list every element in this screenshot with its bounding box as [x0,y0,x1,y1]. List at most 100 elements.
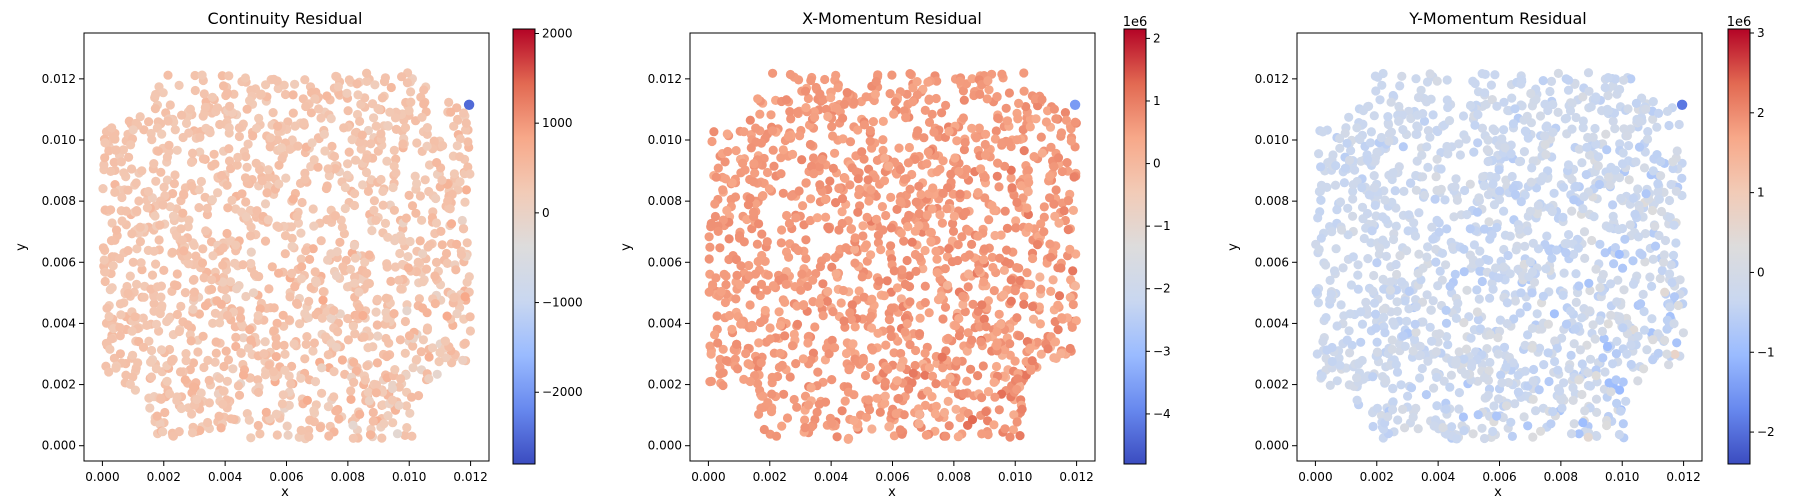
scatter-point [218,277,228,287]
scatter-point [372,294,383,304]
scatter-point [814,162,824,172]
scatter-point [199,273,209,283]
scatter-point [1528,394,1538,404]
scatter-point [1475,258,1485,268]
y-tick-label: 0.004 [648,316,682,330]
scatter-point [407,201,418,211]
scatter-point [1677,173,1687,183]
scatter-point [302,332,312,342]
scatter-point [718,215,728,225]
scatter-point [768,68,778,78]
scatter-point [1386,97,1396,107]
scatter-point [142,203,152,213]
scatter-point [930,409,941,419]
scatter-point [1514,157,1524,167]
scatter-point [979,314,989,324]
scatter-point [130,312,140,322]
scatter-point [989,377,999,387]
scatter-point [249,269,260,279]
scatter-point [224,156,235,166]
scatter-point [715,243,725,253]
scatter-point [932,76,942,86]
scatter-point [1483,390,1493,400]
scatter-point [801,178,811,188]
scatter-point [1536,426,1546,436]
scatter-point [940,264,950,274]
scatter-point [1023,187,1033,197]
scatter-point [271,333,281,343]
scatter-point [1634,142,1645,152]
scatter-point [1461,344,1472,354]
scatter-point [1443,340,1453,350]
scatter-point [1542,121,1552,131]
scatter-point [1597,106,1607,116]
scatter-point [377,93,387,103]
scatter-point [806,383,816,393]
scatter-point [1398,404,1408,414]
scatter-point [741,348,751,359]
scatter-point [1392,297,1402,307]
scatter-point [362,76,372,86]
scatter-point [871,77,881,87]
scatter-point [827,375,837,385]
scatter-point [1388,397,1398,407]
scatter-point [98,243,108,253]
scatter-point [868,117,879,127]
scatter-point [220,285,230,295]
scatter-point [797,155,807,165]
scatter-point [363,343,373,353]
scatter-point [1344,326,1354,336]
scatter-point [274,160,284,170]
scatter-point [1664,360,1674,370]
scatter-point [1392,306,1402,316]
scatter-point [297,262,307,272]
scatter-point [193,347,203,357]
scatter-point [725,310,735,321]
scatter-point [929,127,939,137]
scatter-point [792,107,802,117]
scatter-point [221,346,231,356]
scatter-point [1670,349,1680,359]
scatter-point [407,392,417,402]
scatter-point [441,248,452,259]
scatter-point [1380,328,1390,338]
scatter-point [1654,230,1664,241]
scatter-point [1664,195,1675,206]
scatter-point [914,181,924,191]
scatter-point [1461,134,1471,144]
scatter-point [967,74,977,84]
scatter-point [920,370,930,380]
scatter-point [98,184,108,194]
scatter-point [152,411,162,421]
scatter-point [1631,157,1641,167]
scatter-point [1353,260,1363,270]
scatter-point [1361,297,1371,307]
scatter-point [1383,118,1393,128]
scatter-point [245,205,255,215]
scatter-point [1672,146,1682,156]
scatter-point [107,123,117,133]
scatter-point [371,307,381,317]
scatter-point [1660,287,1670,297]
scatter-point [1340,163,1350,173]
scatter-point [1511,245,1521,255]
scatter-point [279,340,289,350]
scatter-point [1392,269,1402,280]
scatter-point [1673,300,1683,311]
scatter-point [944,244,954,254]
scatter-point [189,240,199,250]
y-tick-label: 0.002 [42,378,76,392]
scatter-point [866,185,876,195]
scatter-point [1570,324,1580,334]
scatter-point [921,430,932,440]
scatter-point [739,127,749,137]
scatter-point [1428,110,1438,120]
scatter-point [1468,429,1478,439]
y-tick-label: 0.006 [42,255,76,269]
scatter-point [230,258,240,268]
scatter-point [1672,338,1682,348]
scatter-point [106,166,116,176]
scatter-point [1561,248,1571,258]
scatter-point [884,422,894,432]
